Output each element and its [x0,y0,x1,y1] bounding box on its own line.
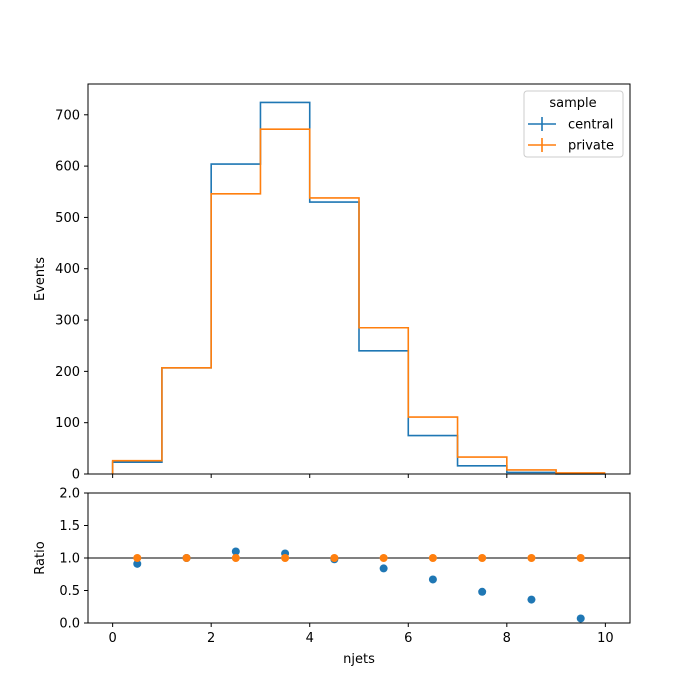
legend-entries: central private [528,117,614,154]
main-y-ticks: 0 100 200 300 400 500 600 700 [55,108,88,483]
ratio-x-tick-label: 4 [306,631,314,646]
main-y-tick-label: 600 [55,160,80,175]
main-y-tick-label: 500 [55,211,80,226]
ratio-series-private [133,554,585,562]
ratio-series-group [133,547,585,623]
main-plot-frame [87,83,631,475]
legend: sample central private [523,90,624,158]
ratio-point-private [379,554,388,562]
ratio-y-tick-label: 2.0 [59,487,80,502]
legend-entry-central: central [528,117,613,133]
ratio-point-central [379,564,388,573]
ratio-y-tick-label: 1.5 [59,519,80,534]
legend-box [523,90,624,158]
ratio-x-tick-label: 2 [207,631,215,646]
main-y-axis-label: Events [33,257,48,301]
main-y-tick-label: 400 [55,262,80,277]
main-y-tick-label: 0 [72,468,80,483]
ratio-point-central [478,587,487,596]
ratio-point-central [527,595,536,604]
histogram-line-private [111,128,606,474]
ratio-y-axis-label: Ratio [33,541,48,574]
ratio-y-tick-label: 1.0 [59,552,80,567]
ratio-y-tick-label: 0.5 [59,584,80,599]
legend-label-private: private [568,139,614,154]
ratio-point-central [576,614,585,623]
ratio-point-private [182,554,191,562]
ratio-x-ticks: 0 2 4 6 8 10 [108,623,614,646]
ratio-panel: 0 2 4 6 8 10 0.0 0.5 1.0 1.5 2.0 Ratio njets [33,487,631,667]
main-panel: 0 100 200 300 400 500 600 700 Events sample cen… [33,83,631,483]
ratio-x-tick-label: 0 [108,631,116,646]
ratio-x-axis-label: njets [343,652,375,667]
ratio-y-ticks: 0.0 0.5 1.0 1.5 2.0 [59,487,88,632]
ratio-x-tick-label: 6 [404,631,412,646]
ratio-x-tick-label: 10 [597,631,614,646]
legend-title: sample [549,96,596,111]
main-series-group [111,101,606,475]
ratio-point-private [428,554,437,562]
ratio-point-central [231,547,240,556]
ratio-y-tick-label: 0.0 [59,617,80,632]
ratio-point-private [330,554,339,562]
ratio-point-private [478,554,487,562]
ratio-x-tick-label: 8 [503,631,511,646]
ratio-point-private [576,554,585,562]
ratio-point-private [527,554,536,562]
ratio-point-private [133,554,142,562]
main-x-ticks [112,474,606,478]
ratio-point-private [281,554,290,562]
main-y-tick-label: 300 [55,314,80,329]
legend-entry-private: private [528,138,614,154]
ratio-point-private [231,554,240,562]
histogram-private [111,128,606,474]
ratio-plot-frame [87,492,631,624]
ratio-point-central [428,575,437,584]
main-y-tick-label: 100 [55,416,80,431]
ratio-point-central [133,559,142,568]
legend-label-central: central [568,118,613,133]
main-y-tick-label: 700 [55,108,80,123]
main-y-tick-label: 200 [55,365,80,380]
